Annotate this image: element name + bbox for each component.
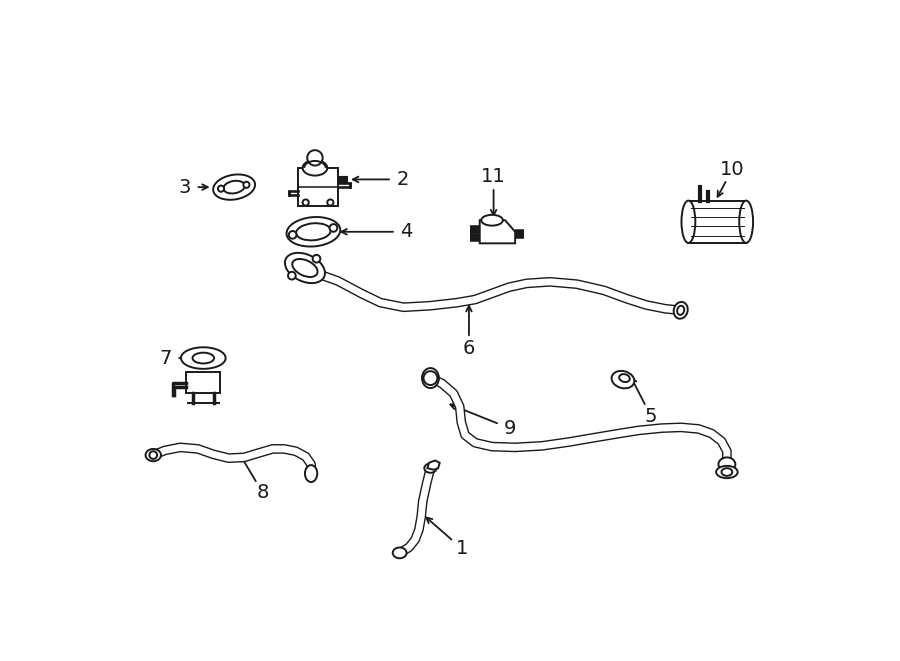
Text: 9: 9: [504, 419, 516, 438]
Ellipse shape: [424, 463, 436, 473]
Text: 11: 11: [482, 167, 506, 186]
Text: 3: 3: [178, 178, 191, 196]
Ellipse shape: [482, 215, 503, 225]
Ellipse shape: [286, 217, 340, 247]
Ellipse shape: [619, 374, 630, 382]
Ellipse shape: [422, 368, 439, 388]
Circle shape: [329, 224, 338, 232]
Ellipse shape: [392, 547, 407, 559]
Polygon shape: [688, 201, 746, 243]
Text: 5: 5: [644, 407, 657, 426]
Text: 7: 7: [159, 348, 172, 368]
Ellipse shape: [305, 465, 318, 482]
Ellipse shape: [296, 223, 330, 241]
Circle shape: [289, 231, 296, 239]
Circle shape: [243, 182, 249, 188]
Text: 2: 2: [397, 170, 409, 189]
Ellipse shape: [292, 259, 318, 277]
Text: 8: 8: [256, 483, 269, 502]
Ellipse shape: [722, 468, 733, 476]
Circle shape: [149, 451, 158, 459]
Circle shape: [312, 255, 320, 262]
Circle shape: [307, 150, 323, 165]
Ellipse shape: [681, 200, 696, 243]
Text: 6: 6: [463, 339, 475, 358]
Ellipse shape: [718, 457, 735, 471]
Ellipse shape: [716, 466, 738, 478]
Text: 4: 4: [400, 222, 413, 241]
Ellipse shape: [674, 302, 688, 319]
Ellipse shape: [677, 306, 684, 315]
Polygon shape: [186, 372, 220, 393]
Text: 1: 1: [455, 539, 468, 558]
Circle shape: [218, 186, 224, 192]
Circle shape: [328, 200, 333, 206]
Ellipse shape: [193, 353, 214, 364]
Ellipse shape: [739, 200, 753, 243]
Ellipse shape: [213, 175, 255, 200]
Ellipse shape: [181, 347, 226, 369]
Ellipse shape: [223, 180, 245, 194]
Polygon shape: [428, 461, 440, 470]
Ellipse shape: [146, 449, 161, 461]
Circle shape: [424, 371, 437, 385]
Polygon shape: [480, 220, 515, 243]
Circle shape: [302, 200, 309, 206]
Circle shape: [288, 272, 296, 280]
Text: 10: 10: [720, 161, 744, 179]
Ellipse shape: [612, 371, 634, 388]
Ellipse shape: [285, 253, 325, 283]
Polygon shape: [298, 168, 338, 206]
Ellipse shape: [302, 160, 328, 176]
